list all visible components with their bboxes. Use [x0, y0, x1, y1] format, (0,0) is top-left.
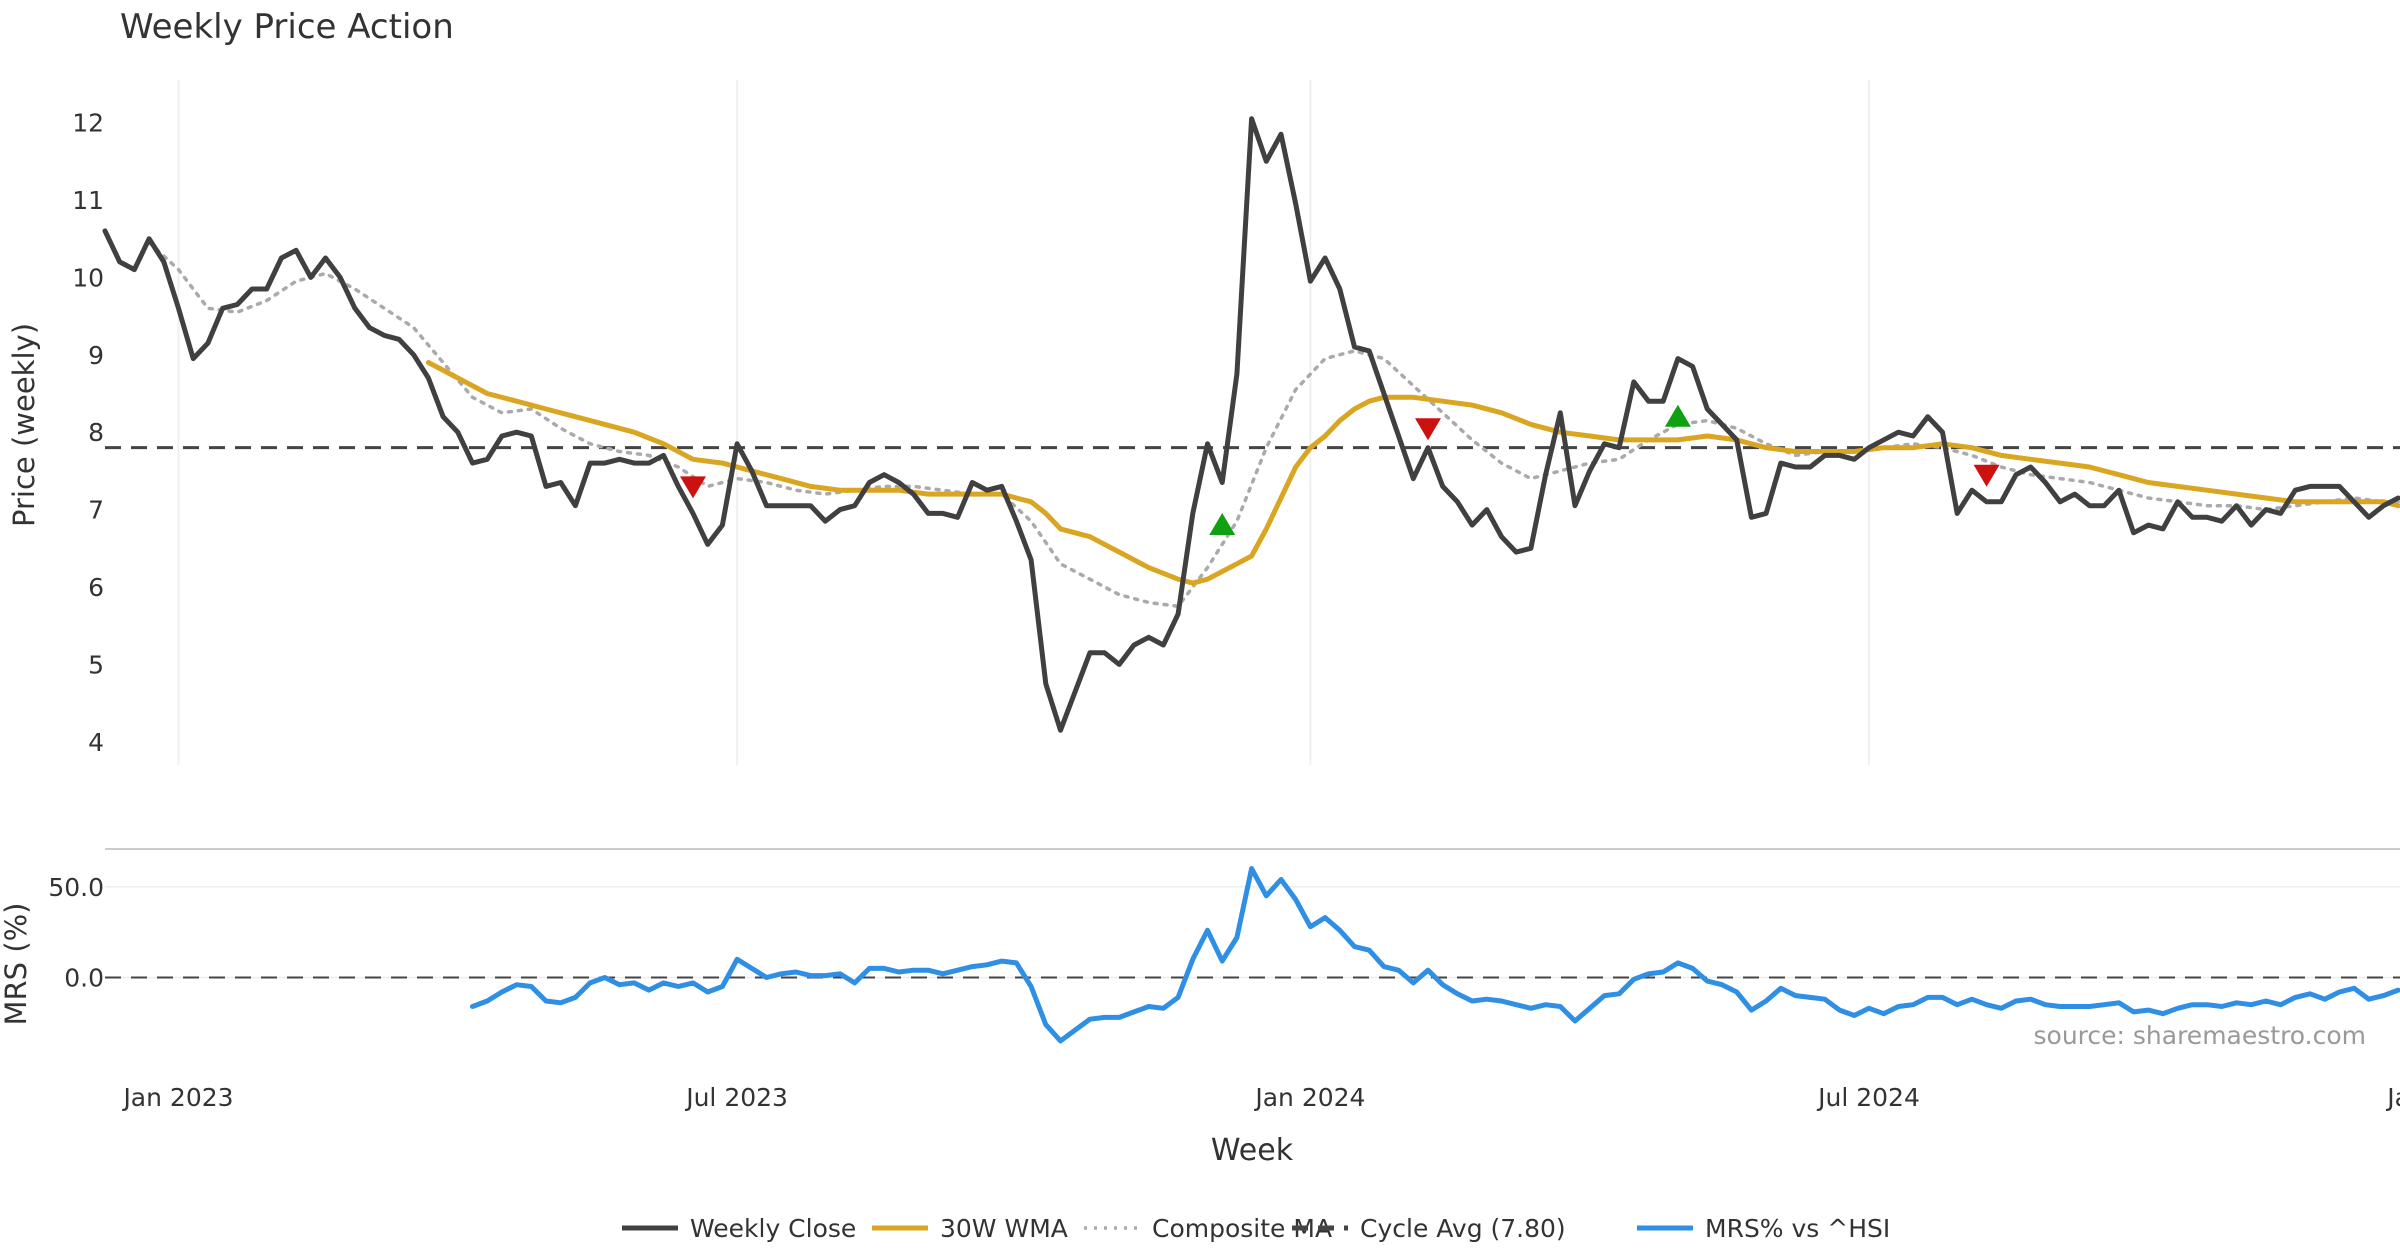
price-y-tick-label: 5	[88, 650, 104, 679]
price-y-tick-label: 7	[88, 496, 104, 525]
weekly-close-line	[102, 116, 2400, 733]
buy-signal-marker	[1664, 404, 1691, 427]
wma-30w-line	[425, 360, 2400, 586]
price-y-ticks: 4 5 6 7 8 9 10 11 12	[72, 109, 104, 757]
price-y-tick-label: 6	[88, 573, 104, 602]
x-gridlines	[177, 80, 1870, 765]
x-tick-label: Jul 2024	[1816, 1083, 1920, 1112]
sell-signal-marker	[1415, 418, 1441, 441]
signal-markers	[680, 404, 2000, 536]
mrs-y-tick-label: 50.0	[48, 873, 104, 902]
mrs-y-axis-label: MRS (%)	[0, 903, 33, 1026]
buy-signal-marker	[1209, 513, 1236, 536]
mrs-y-ticks: 50.0 0.0	[48, 873, 104, 993]
price-y-tick-label: 11	[72, 186, 104, 215]
series-layer	[102, 116, 2400, 1044]
composite-ma-line	[147, 240, 2400, 609]
x-axis-label: Week	[1211, 1133, 1294, 1168]
mrs-line	[470, 866, 2400, 1044]
sell-signal-marker	[680, 476, 706, 499]
price-y-tick-label: 4	[88, 728, 104, 757]
legend-label: 30W WMA	[940, 1214, 1068, 1243]
price-y-tick-label: 9	[88, 341, 104, 370]
chart-title: Weekly Price Action	[120, 7, 454, 47]
mrs-gridlines	[105, 886, 2400, 979]
price-y-axis-label: Price (weekly)	[7, 323, 41, 527]
x-tick-label: Jul 2023	[684, 1083, 788, 1112]
sell-signal-marker	[1973, 464, 2000, 487]
legend-label: Cycle Avg (7.80)	[1360, 1214, 1566, 1243]
x-ticks: Jan 2023 Jul 2023 Jan 2024 Jul 2024 Jan 2025…	[121, 1083, 2400, 1112]
legend: Weekly Close 30W WMA Composite MA Cycle Avg…	[622, 1214, 1890, 1243]
price-y-tick-label: 8	[88, 418, 104, 447]
legend-label: Weekly Close	[690, 1214, 856, 1243]
legend-label: MRS% vs ^HSI	[1705, 1214, 1890, 1243]
reference-lines	[105, 446, 2400, 979]
source-note: source: sharemaestro.com	[2034, 1021, 2367, 1050]
mrs-y-tick-label: 0.0	[64, 963, 104, 992]
x-tick-label: Jan 2025	[2385, 1083, 2400, 1112]
price-y-tick-label: 12	[72, 109, 104, 138]
x-tick-label: Jan 2024	[1253, 1083, 1365, 1112]
price-y-tick-label: 10	[72, 263, 104, 292]
x-tick-label: Jan 2023	[121, 1083, 233, 1112]
